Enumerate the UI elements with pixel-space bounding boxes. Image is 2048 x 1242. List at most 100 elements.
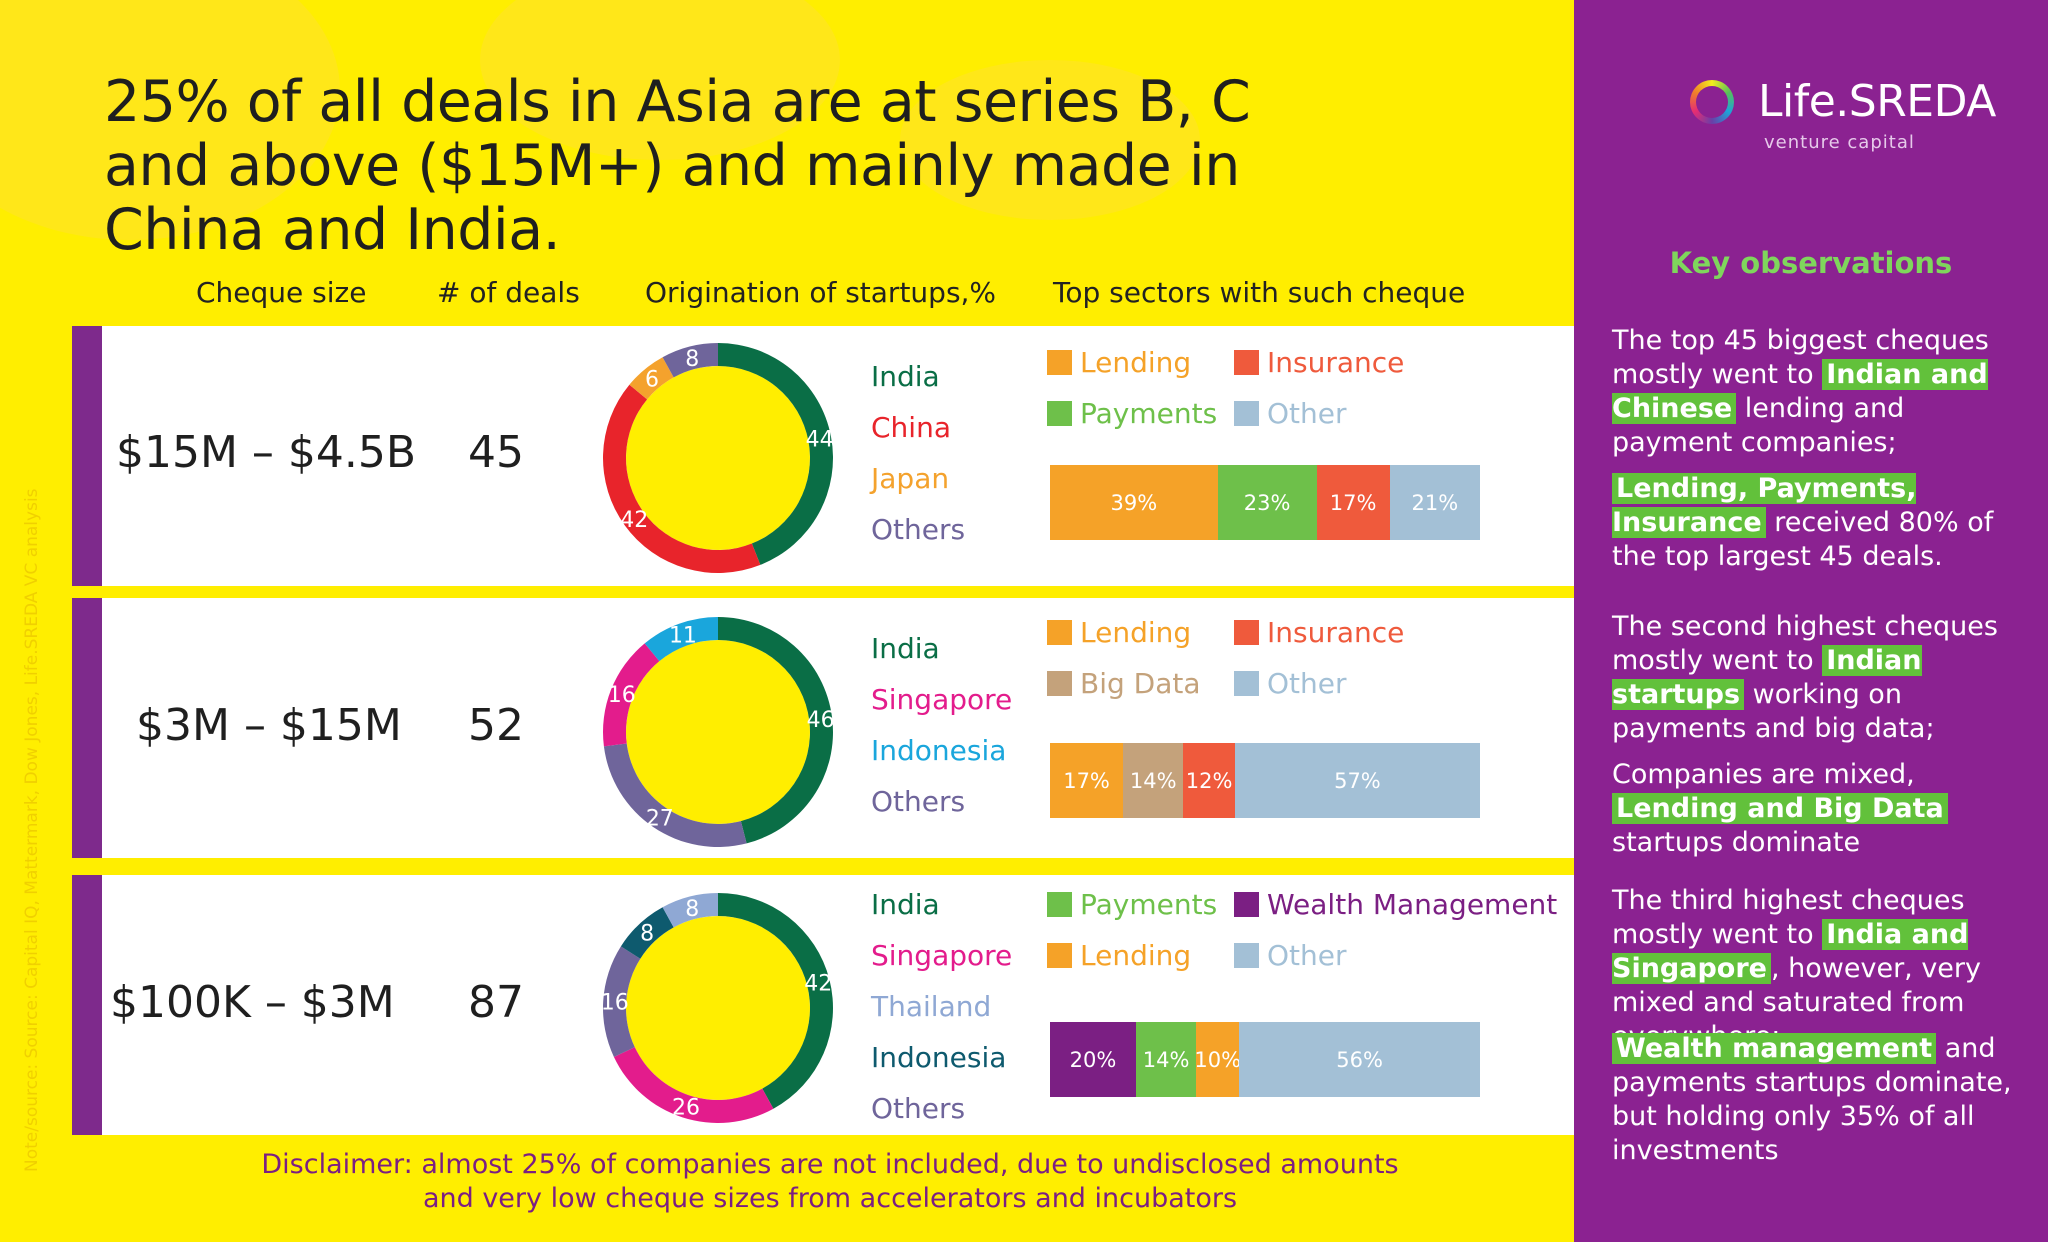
observation-segment: and payments startups dominate, but hold… <box>1612 1033 2012 1166</box>
legend-label: Wealth Management <box>1267 888 1558 921</box>
cheque-size: $15M – $4.5B <box>116 427 417 478</box>
observation-segment: Companies are mixed, <box>1612 759 1915 790</box>
observation-segment: The third highest cheques mostly went to <box>1612 885 1965 950</box>
sidebar-heading: Key observations <box>1669 246 1953 280</box>
donut-slice-label: 8 <box>640 922 654 947</box>
legend-item: Other <box>1234 667 1347 700</box>
donut-slice-label: 16 <box>608 683 636 708</box>
donut-slice-label: 26 <box>672 1095 700 1120</box>
map-shape <box>480 0 840 160</box>
sector-bar: 20% 14% 10% 56% <box>1050 1022 1480 1097</box>
bar-segment: 14% <box>1136 1022 1197 1097</box>
column-header-sectors: Top sectors with such cheque <box>1053 276 1466 309</box>
bar-segment: 39% <box>1050 465 1218 540</box>
bar-segment: 57% <box>1234 743 1480 818</box>
deal-count: 87 <box>468 977 524 1028</box>
map-fill <box>626 916 810 1100</box>
bar-segment: 21% <box>1389 465 1480 540</box>
country-label: India <box>871 888 940 921</box>
bar-segment: 17% <box>1050 743 1124 818</box>
bar-segment: 56% <box>1239 1022 1480 1097</box>
logo-ring-icon <box>1690 80 1734 124</box>
donut-slice-label: 42 <box>620 508 648 533</box>
observation-text: Companies are mixed, Lending and Big Dat… <box>1612 758 2032 860</box>
column-header-deals: # of deals <box>437 276 580 309</box>
legend-label: Payments <box>1080 888 1218 921</box>
legend-swatch <box>1234 350 1259 375</box>
donut-slice-label: 27 <box>646 807 674 832</box>
row-stripe <box>66 326 102 586</box>
donut-slice-label: 16 <box>601 991 629 1016</box>
observation-text: The second highest cheques mostly went t… <box>1612 610 2032 746</box>
legend-item: Payments <box>1047 397 1217 430</box>
legend-swatch <box>1047 620 1072 645</box>
country-label: China <box>871 411 951 444</box>
observation-segment: startups dominate <box>1612 827 1861 858</box>
legend-item: Wealth Management <box>1234 888 1557 921</box>
legend-swatch <box>1047 671 1072 696</box>
bar-segment: 14% <box>1123 743 1184 818</box>
legend-item: Insurance <box>1234 616 1404 649</box>
donut-slice-label: 44 <box>806 428 834 453</box>
country-label: Others <box>871 785 966 818</box>
country-label: Singapore <box>871 939 1013 972</box>
disclaimer-line: Disclaimer: almost 25% of companies are … <box>261 1149 1399 1180</box>
observation-text: Lending, Payments, Insurance received 80… <box>1612 472 2032 574</box>
deal-count: 52 <box>468 700 524 751</box>
legend-item: Big Data <box>1047 667 1201 700</box>
disclaimer: Disclaimer: almost 25% of companies are … <box>130 1148 1530 1216</box>
highlight-text: Lending and Big Data <box>1612 793 1948 824</box>
donut-slice-label: 11 <box>669 624 697 649</box>
deal-count: 45 <box>468 427 524 478</box>
observation-segment: , however, very mixed and saturated from… <box>1612 953 1981 1052</box>
bar-segment: 20% <box>1050 1022 1136 1097</box>
bar-segment: 10% <box>1194 1022 1241 1097</box>
legend-label: Insurance <box>1267 616 1405 649</box>
row-stripe <box>66 875 102 1135</box>
bar-segment: 23% <box>1217 465 1317 540</box>
legend-label: Payments <box>1080 397 1218 430</box>
cheque-size: $3M – $15M <box>136 700 402 751</box>
source-note: Note/source: Source: Capital IQ, Matterm… <box>22 488 42 1172</box>
donut-slice <box>718 343 833 565</box>
observation-segment: lending and payment companies; <box>1612 393 1905 458</box>
country-label: Others <box>871 1092 966 1125</box>
legend-label: Lending <box>1080 939 1192 972</box>
country-label: Japan <box>871 462 950 495</box>
brand-name: Life.SREDA <box>1758 76 1996 127</box>
row-stripe <box>66 598 102 858</box>
observation-segment: The second highest cheques mostly went t… <box>1612 611 1998 676</box>
observation-text: The top 45 biggest cheques mostly went t… <box>1612 324 2032 460</box>
observation-segment: working on payments and big data; <box>1612 679 1935 744</box>
country-label: Singapore <box>871 683 1013 716</box>
legend-label: Other <box>1267 667 1347 700</box>
donut-slice-label: 6 <box>645 367 659 392</box>
cheque-size: $100K – $3M <box>110 977 395 1028</box>
map-fill <box>626 366 810 550</box>
country-label: Indonesia <box>871 734 1007 767</box>
donut-slice <box>629 357 674 400</box>
highlight-text: Wealth management <box>1612 1033 1937 1064</box>
sector-bar: 39% 23% 17% 21% <box>1050 465 1480 540</box>
legend-swatch <box>1234 620 1259 645</box>
legend-label: Other <box>1267 397 1347 430</box>
legend-item: Other <box>1234 397 1347 430</box>
observation-segment: The top 45 biggest cheques mostly went t… <box>1612 325 1989 390</box>
donut-slice-label: 8 <box>685 347 699 372</box>
sector-bar: 17% 14% 12% 57% <box>1050 743 1480 818</box>
legend-swatch <box>1047 892 1072 917</box>
legend-swatch <box>1234 892 1259 917</box>
observation-segment: received 80% of the top largest 45 deals… <box>1612 507 1994 572</box>
donut-slice-label: 8 <box>685 897 699 922</box>
donut-slice <box>644 617 718 662</box>
infographic-main: 25% of all deals in Asia are at series B… <box>0 0 1574 1216</box>
legend-item: Lending <box>1047 616 1191 649</box>
map-shape <box>900 60 1200 220</box>
donut-slice <box>620 907 674 959</box>
donut-slice <box>603 946 641 1057</box>
country-label: Thailand <box>871 990 992 1023</box>
legend-label: Lending <box>1080 346 1192 379</box>
legend-swatch <box>1047 401 1072 426</box>
origination-donut: 42 26 16 8 8 <box>601 893 833 1123</box>
donut-slice <box>603 384 761 573</box>
